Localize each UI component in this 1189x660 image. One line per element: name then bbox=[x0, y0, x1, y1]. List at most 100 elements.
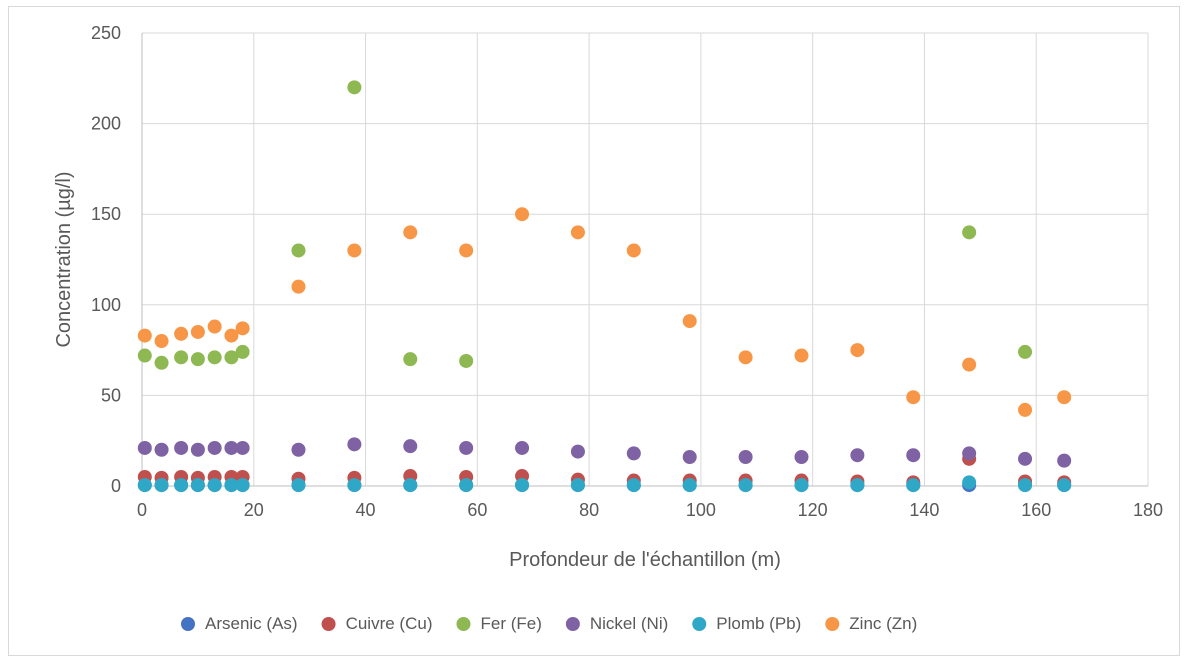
data-point bbox=[207, 319, 222, 334]
data-point bbox=[137, 348, 152, 363]
data-point bbox=[1057, 478, 1072, 493]
y-tick-label: 100 bbox=[91, 295, 121, 315]
data-point bbox=[347, 437, 362, 452]
data-point bbox=[459, 440, 474, 455]
data-point bbox=[347, 80, 362, 95]
data-point bbox=[207, 350, 222, 365]
data-point bbox=[174, 326, 189, 341]
data-point bbox=[962, 225, 977, 240]
data-point bbox=[137, 440, 152, 455]
legend-item: Plomb (Pb) bbox=[692, 614, 801, 633]
legend-item: Arsenic (As) bbox=[181, 614, 298, 633]
data-point bbox=[515, 207, 530, 222]
legend-item: Nickel (Ni) bbox=[565, 614, 668, 633]
data-point bbox=[403, 225, 418, 240]
data-point bbox=[235, 478, 250, 493]
data-point bbox=[224, 350, 239, 365]
data-point bbox=[174, 350, 189, 365]
data-point bbox=[1018, 451, 1033, 466]
legend-item: Fer (Fe) bbox=[456, 614, 542, 633]
data-point bbox=[515, 440, 530, 455]
data-point bbox=[235, 321, 250, 336]
data-point bbox=[1057, 453, 1072, 468]
data-point bbox=[850, 478, 865, 493]
y-tick-label: 0 bbox=[111, 476, 121, 496]
y-tick-label: 150 bbox=[91, 204, 121, 224]
data-point bbox=[962, 357, 977, 372]
data-point bbox=[738, 478, 753, 493]
data-point bbox=[190, 352, 205, 367]
data-point bbox=[224, 478, 239, 493]
data-point bbox=[190, 324, 205, 339]
data-point bbox=[291, 478, 306, 493]
data-point bbox=[291, 442, 306, 457]
data-point bbox=[291, 279, 306, 294]
x-tick-label: 100 bbox=[686, 500, 716, 520]
data-point bbox=[906, 448, 921, 463]
x-tick-label: 120 bbox=[798, 500, 828, 520]
y-tick-label: 50 bbox=[101, 385, 121, 405]
legend-label: Zinc (Zn) bbox=[849, 614, 917, 633]
legend-marker bbox=[456, 617, 471, 631]
x-tick-label: 60 bbox=[467, 500, 487, 520]
x-tick-label: 160 bbox=[1021, 500, 1051, 520]
data-point bbox=[570, 225, 585, 240]
data-point bbox=[570, 444, 585, 459]
x-tick-label: 180 bbox=[1133, 500, 1163, 520]
x-tick-label: 80 bbox=[579, 500, 599, 520]
data-point bbox=[154, 334, 169, 349]
data-point bbox=[1018, 344, 1033, 359]
data-point bbox=[626, 243, 641, 258]
legend-marker bbox=[181, 617, 195, 631]
legend-label: Fer (Fe) bbox=[480, 614, 541, 633]
data-point bbox=[174, 478, 189, 493]
data-point bbox=[626, 478, 641, 493]
legend-label: Cuivre (Cu) bbox=[346, 614, 433, 633]
x-tick-label: 20 bbox=[244, 500, 264, 520]
legend-marker bbox=[825, 617, 840, 631]
data-point bbox=[207, 478, 222, 493]
y-tick-label: 250 bbox=[91, 23, 121, 43]
data-point bbox=[962, 446, 977, 461]
data-point bbox=[459, 243, 474, 258]
legend-item: Zinc (Zn) bbox=[825, 614, 917, 633]
data-point bbox=[570, 478, 585, 493]
data-point bbox=[626, 446, 641, 461]
data-point bbox=[235, 344, 250, 359]
data-point bbox=[224, 328, 239, 343]
data-point bbox=[235, 440, 250, 455]
data-point bbox=[137, 328, 152, 343]
data-points bbox=[137, 80, 1072, 493]
data-point bbox=[403, 439, 418, 454]
data-point bbox=[794, 348, 809, 363]
legend-label: Nickel (Ni) bbox=[590, 614, 668, 633]
data-point bbox=[403, 478, 418, 493]
data-point bbox=[347, 478, 362, 493]
legend-label: Arsenic (As) bbox=[205, 614, 298, 633]
data-point bbox=[1018, 478, 1033, 493]
data-point bbox=[738, 450, 753, 465]
x-tick-label: 0 bbox=[137, 500, 147, 520]
data-point bbox=[682, 478, 697, 493]
data-point bbox=[224, 440, 239, 455]
data-point bbox=[850, 448, 865, 463]
data-point bbox=[154, 478, 169, 493]
data-point bbox=[794, 450, 809, 465]
data-point bbox=[906, 478, 921, 493]
y-axis-title: Concentration (µg/l) bbox=[53, 171, 75, 347]
y-tick-label: 200 bbox=[91, 114, 121, 134]
data-point bbox=[794, 478, 809, 493]
data-point bbox=[850, 343, 865, 358]
legend-marker bbox=[321, 617, 336, 631]
data-point bbox=[682, 450, 697, 465]
data-point bbox=[1057, 390, 1072, 405]
legend: Arsenic (As) Cuivre (Cu) Fer (Fe) Nickel (N… bbox=[181, 614, 917, 633]
legend-item: Cuivre (Cu) bbox=[321, 614, 433, 633]
data-point bbox=[347, 243, 362, 258]
data-point bbox=[174, 440, 189, 455]
data-point bbox=[906, 390, 921, 405]
data-point bbox=[291, 243, 306, 258]
data-point bbox=[459, 353, 474, 368]
data-point bbox=[190, 442, 205, 457]
